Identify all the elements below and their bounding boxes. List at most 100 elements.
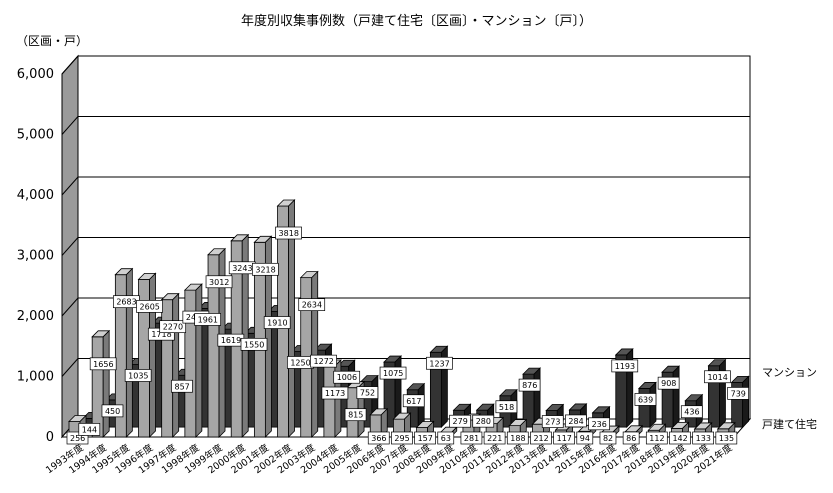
data-label-box: [449, 414, 471, 428]
y-tick-label: 1,000: [17, 370, 54, 385]
legend-label-detached: 戸建て住宅: [762, 417, 817, 431]
data-label-detached: 3243: [232, 264, 252, 273]
data-label-box: [171, 379, 193, 393]
data-label-mansion: 236: [592, 420, 607, 429]
data-label-detached: 135: [719, 434, 734, 443]
bar-detached: [161, 299, 174, 438]
data-label-box: [333, 370, 361, 384]
data-label-detached: 2634: [302, 301, 322, 310]
data-label-box: [460, 431, 483, 445]
data-label-detached: 94: [580, 434, 590, 443]
data-label-detached: 2683: [116, 298, 136, 307]
data-label-detached: 1173: [325, 389, 345, 398]
data-label-detached: 815: [348, 411, 363, 420]
data-label-mansion: 1272: [314, 357, 334, 366]
data-label-mansion: 857: [174, 382, 189, 391]
data-label-mansion: 876: [522, 381, 537, 390]
gridline-side: [61, 176, 79, 196]
bar-mansion-side: [719, 358, 726, 429]
data-label-box: [715, 431, 738, 445]
data-label-detached: 133: [696, 434, 711, 443]
y-tick-label: 4,000: [17, 188, 54, 203]
data-label-box: [576, 431, 594, 445]
data-label-mansion: 279: [453, 417, 468, 426]
y-tick-label: 0: [46, 430, 54, 445]
gridline-side: [61, 237, 79, 256]
data-label-mansion: 617: [406, 397, 421, 406]
data-label-mansion: 1961: [198, 315, 218, 324]
data-label-box: [727, 387, 749, 400]
bar-mansion-side: [742, 375, 750, 429]
data-label-box: [426, 356, 453, 370]
data-label-mansion: 436: [684, 408, 699, 417]
data-label-mansion: 1006: [337, 373, 357, 382]
data-label-detached: 295: [394, 434, 409, 443]
gridline-side: [61, 297, 79, 317]
y-tick-label: 3,000: [17, 249, 54, 264]
data-label-box: [704, 370, 731, 384]
bar-detached-side: [102, 329, 110, 438]
data-label-box: [275, 226, 302, 240]
data-label-box: [692, 431, 715, 445]
data-label-mansion: 1718: [151, 330, 171, 339]
data-label-mansion: 1193: [615, 362, 635, 371]
data-label-box: [379, 366, 407, 380]
bar-detached-side: [264, 235, 272, 438]
data-label-detached: 3012: [209, 278, 229, 287]
data-label-box: [657, 376, 680, 390]
data-label-detached: 2605: [140, 302, 160, 311]
data-label-detached: 3818: [279, 229, 299, 238]
bar-detached-side: [195, 283, 203, 438]
data-label-mansion: 273: [545, 418, 560, 427]
data-label-box: [680, 405, 703, 419]
data-label-detached: 188: [510, 434, 525, 443]
data-label-box: [205, 275, 233, 289]
data-label-box: [356, 386, 379, 399]
data-label-box: [252, 262, 279, 276]
data-label-box: [367, 431, 390, 445]
data-label-box: [553, 431, 575, 445]
bar-detached-side: [125, 267, 133, 438]
data-label-box: [344, 408, 367, 422]
gridline-side: [61, 55, 79, 75]
data-label-box: [310, 354, 337, 368]
data-label-box: [541, 415, 564, 428]
data-label-detached: 142: [672, 434, 687, 443]
bar-detached-side: [241, 233, 249, 438]
data-label-box: [611, 359, 639, 373]
data-label-mansion: 284: [568, 417, 583, 426]
data-label-mansion: 450: [105, 407, 120, 416]
data-label-box: [472, 414, 495, 428]
data-label-mansion: 1237: [429, 359, 449, 368]
bar-detached-side: [288, 199, 295, 438]
y-tick-label: 2,000: [17, 309, 54, 324]
data-label-mansion: 144: [82, 425, 97, 434]
y-axis-unit-label: （区画・戸）: [16, 34, 89, 48]
data-label-box: [159, 320, 187, 334]
data-label-box: [321, 386, 349, 400]
data-label-box: [495, 400, 518, 414]
chart-title: 年度別収集事例数（戸建て住宅〔区画〕・マンション〔戸〕）: [240, 14, 592, 29]
bar-detached-side: [149, 272, 156, 438]
data-label-box: [518, 378, 541, 392]
data-label-mansion: 739: [731, 389, 746, 398]
bar-detached: [91, 336, 104, 438]
data-label-detached: 63: [441, 434, 451, 443]
data-label-detached: 3218: [255, 265, 275, 274]
data-label-box: [124, 369, 152, 382]
data-label-mansion: 1014: [707, 373, 727, 382]
data-label-box: [402, 394, 425, 408]
data-label-mansion: 752: [360, 389, 375, 398]
gridline-side: [61, 358, 79, 377]
data-label-box: [530, 431, 552, 445]
data-label-box: [565, 414, 587, 428]
data-label-mansion: 518: [499, 403, 514, 412]
data-label-box: [240, 337, 268, 351]
gridline-side: [61, 116, 79, 135]
legend-label-mansion: マンション: [762, 366, 817, 379]
data-label-detached: 221: [487, 434, 502, 443]
data-label-box: [437, 431, 455, 445]
data-label-detached: 157: [418, 434, 433, 443]
bar-detached-side: [311, 270, 319, 438]
